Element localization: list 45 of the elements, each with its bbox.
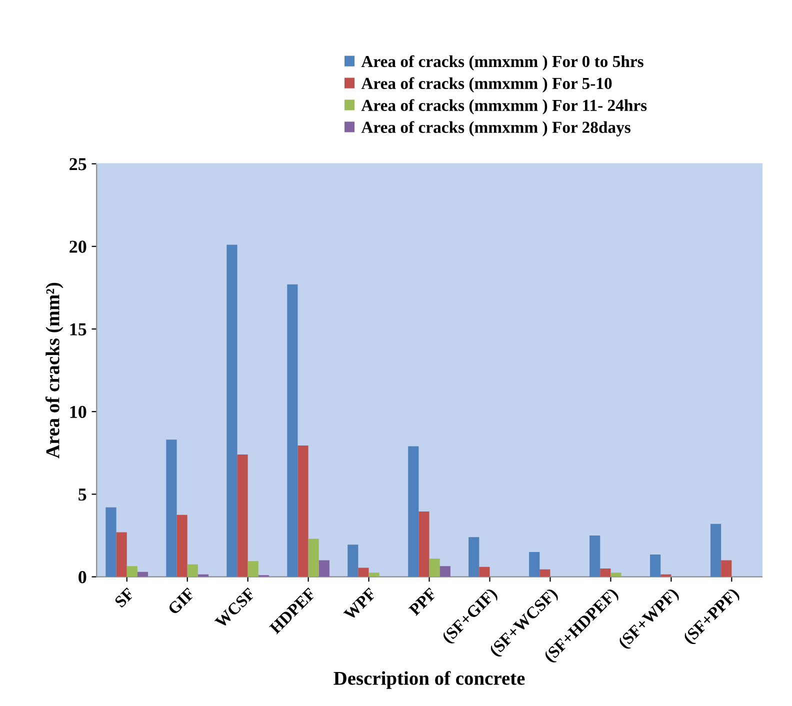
bar — [710, 524, 722, 577]
bar — [408, 446, 419, 577]
bar — [348, 544, 358, 577]
bar — [610, 572, 622, 577]
y-tick-label: 25 — [70, 158, 86, 170]
bar — [226, 244, 238, 577]
y-tick-label: 0 — [78, 571, 86, 584]
bar — [721, 560, 732, 577]
bar — [298, 445, 308, 577]
bar — [237, 454, 248, 577]
bar — [308, 538, 319, 577]
y-tick-label: 5 — [78, 488, 86, 501]
y-tick-label: 20 — [70, 240, 86, 253]
legend-label: Area of cracks (mmxmm ) For 0 to 5hrs — [361, 55, 644, 71]
bar — [368, 572, 380, 577]
bar — [650, 554, 661, 577]
bar — [248, 561, 258, 577]
bar — [590, 536, 600, 577]
bar — [116, 532, 127, 577]
bar — [106, 507, 116, 577]
x-tick-label: SF — [114, 587, 135, 608]
legend-label: Area of cracks (mmxmm ) For 28days — [361, 121, 630, 136]
bar — [137, 572, 148, 577]
bar — [166, 440, 177, 577]
bar — [126, 566, 138, 577]
bar — [529, 552, 540, 577]
bar — [540, 569, 550, 577]
bar — [358, 568, 369, 577]
bar — [600, 568, 611, 577]
bar — [187, 564, 198, 577]
x-axis-title: Description of concrete — [334, 671, 525, 689]
legend-label: Area of cracks (mmxmm ) For 11- 24hrs — [361, 99, 647, 114]
bar — [479, 566, 490, 577]
bar — [468, 537, 480, 577]
bar — [287, 284, 298, 577]
bar — [176, 514, 188, 577]
bar — [440, 566, 450, 577]
bar — [418, 512, 430, 577]
bar — [318, 560, 330, 577]
y-tick-label: 10 — [70, 406, 86, 418]
y-axis-title: Area of cracks (mm²) — [45, 282, 64, 458]
x-tick-label: GIF — [167, 587, 196, 616]
legend-label: Area of cracks (mmxmm ) For 5-10 — [361, 77, 612, 92]
y-tick-label: 15 — [70, 323, 86, 336]
bar — [429, 558, 440, 577]
